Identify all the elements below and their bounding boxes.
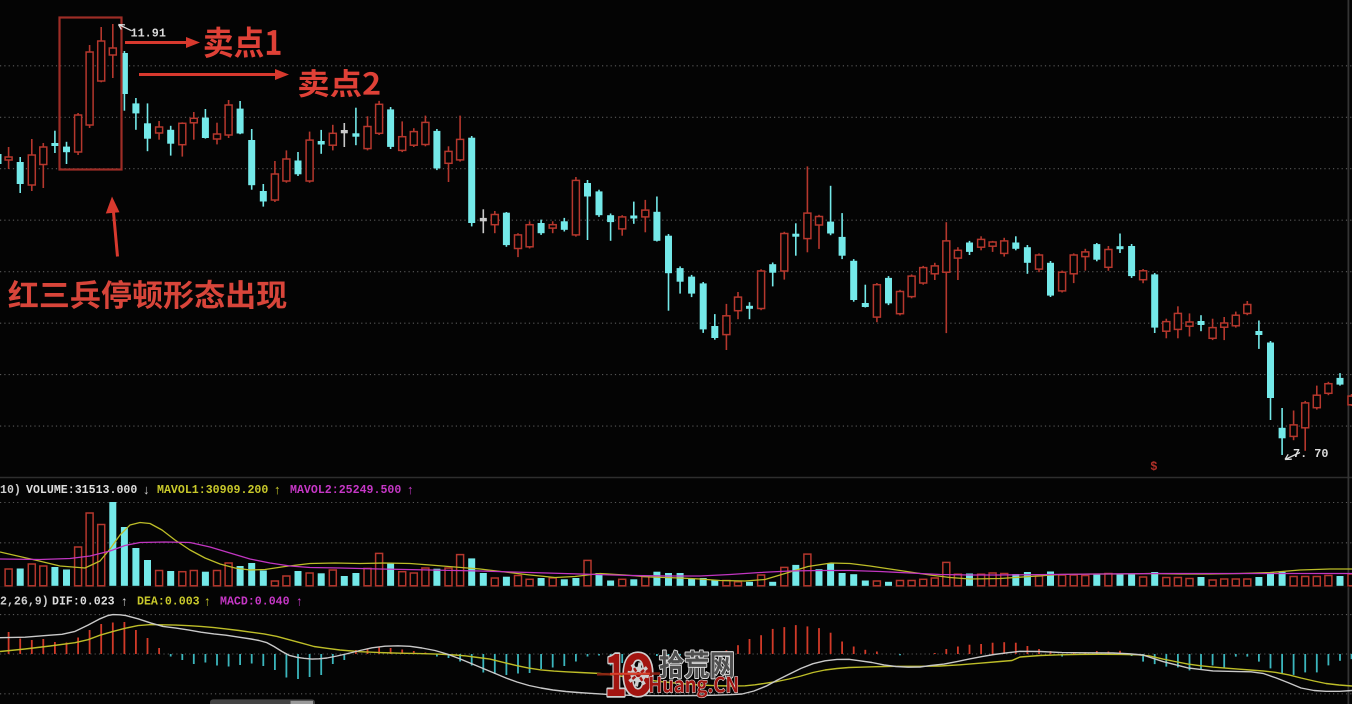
svg-text:DIF:0.023: DIF:0.023 bbox=[52, 595, 115, 608]
svg-text:↑: ↑ bbox=[204, 593, 211, 608]
svg-text:MAVOL1:30909.200: MAVOL1:30909.200 bbox=[157, 484, 268, 497]
svg-text:DEA:0.003: DEA:0.003 bbox=[137, 595, 200, 608]
svg-text:10): 10) bbox=[0, 484, 21, 497]
svg-text:7. 70: 7. 70 bbox=[1293, 447, 1328, 461]
svg-text:MACD:0.040: MACD:0.040 bbox=[220, 595, 290, 608]
svg-text:MAVOL2:25249.500: MAVOL2:25249.500 bbox=[290, 484, 401, 497]
svg-text:VOLUME:31513.000: VOLUME:31513.000 bbox=[26, 484, 137, 497]
svg-text:2,26,9): 2,26,9) bbox=[0, 595, 49, 608]
svg-text:11.91: 11.91 bbox=[131, 27, 166, 41]
svg-text:↓: ↓ bbox=[143, 482, 150, 497]
svg-text:↑: ↑ bbox=[274, 482, 281, 497]
svg-text:↑: ↑ bbox=[407, 482, 414, 497]
svg-text:↑: ↑ bbox=[121, 593, 128, 608]
svg-text:$: $ bbox=[1151, 459, 1158, 473]
svg-text:↑: ↑ bbox=[296, 593, 303, 608]
